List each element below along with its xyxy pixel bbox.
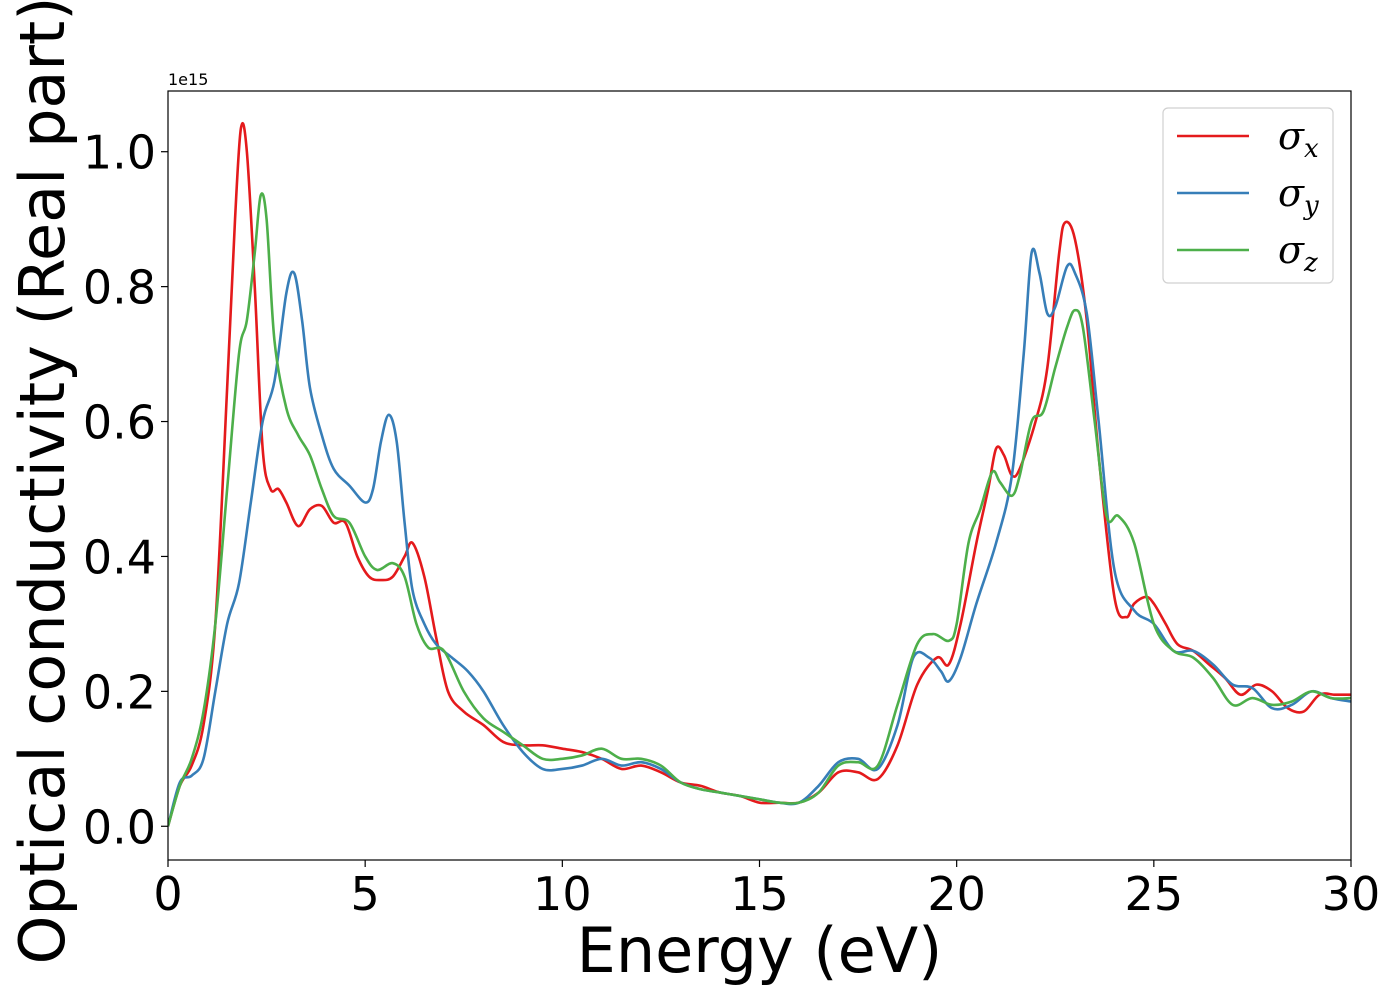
x-tick-label: 25 (1125, 867, 1184, 921)
series-line-z (168, 192, 1351, 827)
y-offset-label: 1e15 (168, 70, 208, 89)
series-line-y (168, 247, 1351, 827)
legend-label-y: σy (1278, 171, 1319, 221)
legend-label-base: σ (1278, 114, 1305, 158)
legend-label-base: σ (1278, 171, 1305, 215)
x-tick-label: 10 (533, 867, 592, 921)
legend-label-base: σ (1278, 228, 1305, 272)
x-tick-label: 30 (1322, 867, 1381, 921)
legend-label-z: σz (1278, 228, 1318, 278)
ticks-layer: 0 5 10 15 20 25 30 0.0 0.2 0.4 0.6 0.8 1.0 (83, 126, 1380, 921)
x-tick-label: 0 (153, 867, 182, 921)
legend-label-subscript: z (1303, 248, 1318, 278)
series-layer (168, 122, 1351, 827)
y-axis-label: Optical conductivity (Real part) (6, 0, 79, 964)
y-tick-label: 0.4 (83, 530, 156, 584)
y-tick-label: 0.2 (83, 665, 156, 719)
legend-label-subscript: y (1303, 191, 1319, 221)
legend-label-subscript: x (1304, 134, 1319, 164)
x-tick-label: 5 (351, 867, 380, 921)
y-tick-label: 0.6 (83, 396, 156, 450)
legend-box (1162, 107, 1334, 284)
legend-label-x: σx (1278, 114, 1319, 164)
x-tick-label: 15 (730, 867, 789, 921)
x-axis-label: Energy (eV) (577, 914, 943, 987)
y-tick-label: 0.8 (83, 261, 156, 315)
y-tick-label: 0.0 (83, 800, 156, 854)
x-tick-label: 20 (927, 867, 986, 921)
y-tick-label: 1.0 (83, 126, 156, 180)
